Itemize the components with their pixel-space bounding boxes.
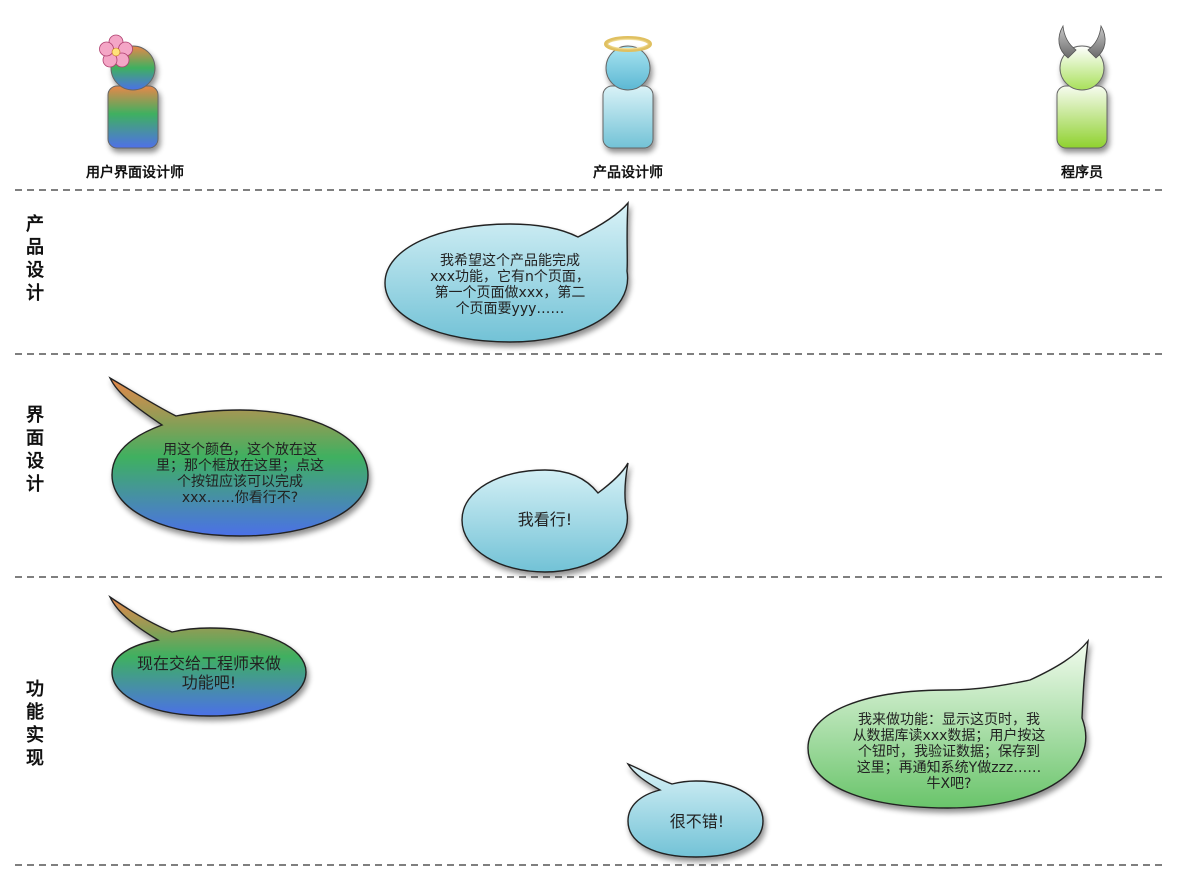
phase-label-product-design: 产品设计 bbox=[26, 214, 44, 304]
halo-icon bbox=[604, 36, 652, 52]
speech-bubble-approval bbox=[461, 462, 629, 573]
speech-bubble-product-requirement bbox=[384, 200, 629, 343]
phase-label-ui-design: 界面设计 bbox=[26, 405, 44, 495]
ui-designer-figure bbox=[107, 45, 159, 149]
phase-label-implementation: 功能实现 bbox=[26, 679, 44, 769]
role-label-programmer: 程序员 bbox=[1061, 165, 1103, 181]
speech-bubble-implementation-plan bbox=[807, 638, 1090, 809]
flower-icon bbox=[99, 34, 133, 68]
product-designer-figure bbox=[602, 45, 654, 149]
programmer-figure bbox=[1056, 45, 1108, 149]
speech-bubble-handoff bbox=[108, 594, 307, 717]
speech-bubble-praise bbox=[626, 762, 764, 858]
speech-bubble-ui-proposal bbox=[108, 376, 369, 537]
horns-icon bbox=[1058, 24, 1106, 59]
role-label-ui-designer: 用户界面设计师 bbox=[86, 165, 184, 181]
role-label-product-designer: 产品设计师 bbox=[593, 165, 663, 181]
